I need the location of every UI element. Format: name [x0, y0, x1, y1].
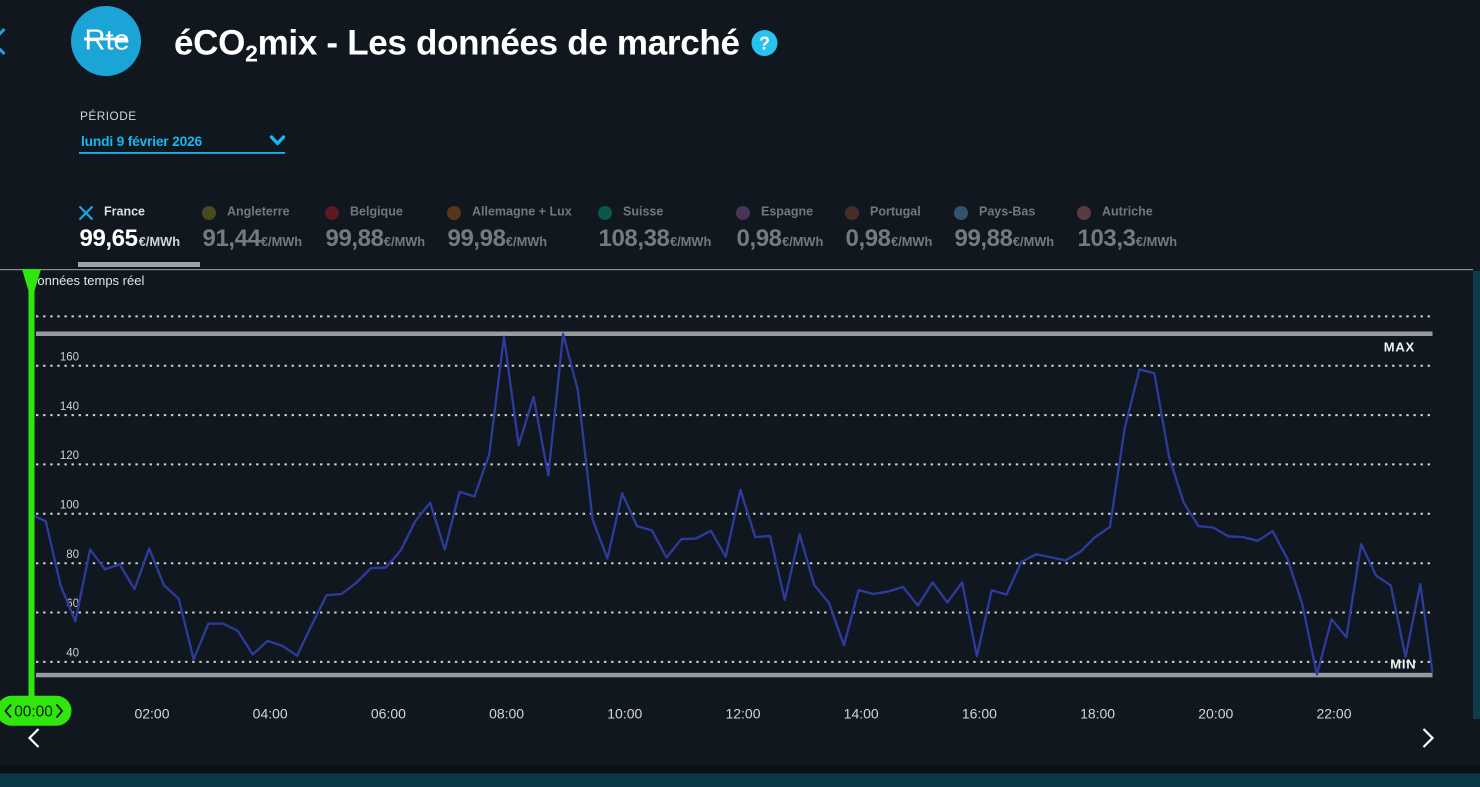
svg-text:91,44: 91,44	[203, 225, 262, 252]
svg-text:MIN: MIN	[1390, 657, 1416, 672]
svg-text:99,88: 99,88	[326, 225, 384, 252]
svg-text:€/MWh: €/MWh	[1136, 234, 1177, 249]
svg-text:99,98: 99,98	[448, 225, 506, 252]
svg-text:99,65: 99,65	[80, 225, 138, 252]
svg-text:Suisse: Suisse	[623, 205, 663, 219]
svg-text:02:00: 02:00	[134, 706, 169, 722]
svg-text:08:00: 08:00	[489, 706, 524, 722]
svg-text:€/MWh: €/MWh	[261, 234, 302, 249]
svg-text:Données temps réel: Données temps réel	[28, 273, 144, 288]
svg-text:€/MWh: €/MWh	[384, 234, 425, 249]
svg-text:14:00: 14:00	[844, 706, 879, 722]
svg-text:PÉRIODE: PÉRIODE	[80, 109, 137, 123]
svg-text:103,3: 103,3	[1078, 225, 1136, 252]
svg-text:?: ?	[759, 34, 770, 54]
svg-text:France: France	[104, 205, 145, 219]
svg-text:MAX: MAX	[1384, 340, 1415, 355]
svg-text:16:00: 16:00	[962, 706, 997, 722]
svg-text:80: 80	[66, 549, 79, 561]
svg-text:40: 40	[66, 648, 79, 660]
svg-text:12:00: 12:00	[725, 706, 760, 722]
svg-text:Angleterre: Angleterre	[227, 205, 290, 219]
svg-text:20:00: 20:00	[1198, 706, 1233, 722]
svg-text:Allemagne + Lux: Allemagne + Lux	[472, 205, 572, 219]
svg-text:Belgique: Belgique	[350, 205, 403, 219]
svg-text:lundi 9 février 2026: lundi 9 février 2026	[81, 134, 203, 149]
svg-text:99,88: 99,88	[955, 225, 1013, 252]
svg-text:10:00: 10:00	[607, 706, 642, 722]
svg-text:€/MWh: €/MWh	[891, 234, 932, 249]
svg-text:100: 100	[60, 500, 79, 512]
svg-text:€/MWh: €/MWh	[139, 234, 180, 249]
svg-text:éCO2mix - Les données de march: éCO2mix - Les données de marché	[174, 23, 740, 66]
svg-text:06:00: 06:00	[371, 706, 406, 722]
svg-text:160: 160	[60, 351, 79, 363]
svg-text:Pays-Bas: Pays-Bas	[979, 205, 1035, 219]
svg-text:18:00: 18:00	[1080, 706, 1115, 722]
svg-text:00:00: 00:00	[14, 703, 53, 720]
svg-text:Portugal: Portugal	[870, 205, 921, 219]
svg-text:108,38: 108,38	[599, 225, 670, 252]
svg-text:22:00: 22:00	[1316, 706, 1351, 722]
svg-text:04:00: 04:00	[253, 706, 288, 722]
svg-text:Rte: Rte	[85, 25, 130, 57]
svg-text:Autriche: Autriche	[1102, 205, 1153, 219]
svg-text:0,98: 0,98	[846, 225, 891, 252]
svg-text:€/MWh: €/MWh	[670, 234, 711, 249]
svg-text:€/MWh: €/MWh	[506, 234, 547, 249]
svg-text:Espagne: Espagne	[761, 205, 813, 219]
svg-text:120: 120	[60, 450, 79, 462]
svg-text:€/MWh: €/MWh	[1013, 234, 1054, 249]
svg-text:€/MWh: €/MWh	[782, 234, 823, 249]
svg-text:0,98: 0,98	[737, 225, 782, 252]
svg-text:140: 140	[60, 401, 79, 413]
